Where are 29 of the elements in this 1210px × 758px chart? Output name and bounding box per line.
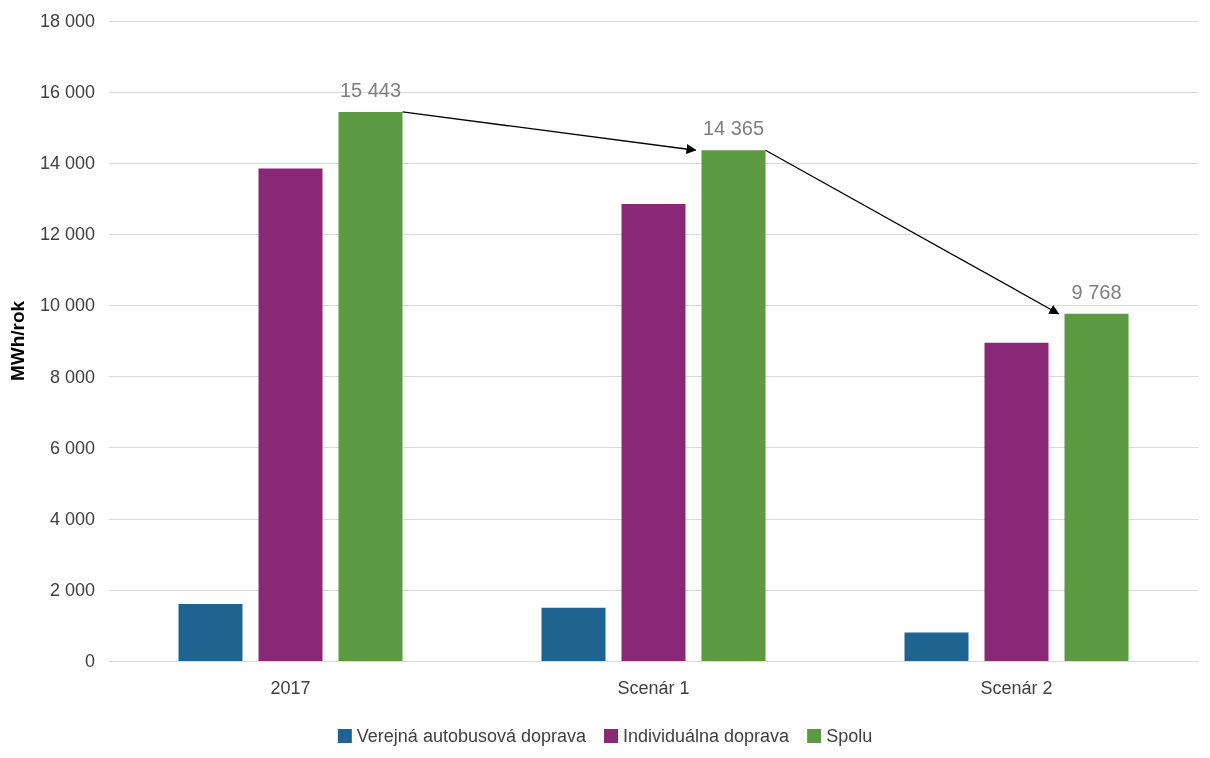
y-tick-label: 10 000 bbox=[39, 295, 95, 316]
data-label: 15 443 bbox=[339, 78, 402, 101]
y-tick-label: 2 000 bbox=[49, 579, 95, 600]
x-tick-label: Scenár 2 bbox=[980, 678, 1053, 698]
data-label: 14 365 bbox=[702, 117, 765, 140]
x-tick-label: Scenár 1 bbox=[617, 678, 690, 698]
bar bbox=[984, 342, 1049, 661]
bar bbox=[541, 607, 606, 661]
legend-label: Spolu bbox=[826, 726, 873, 746]
bar bbox=[1064, 313, 1129, 661]
legend-label: Verejná autobusová doprava bbox=[356, 726, 587, 746]
y-tick-label: 14 000 bbox=[39, 153, 95, 174]
y-tick-label: 8 000 bbox=[49, 366, 95, 387]
y-tick-label: 4 000 bbox=[49, 508, 95, 529]
y-tick-label: 0 bbox=[84, 651, 95, 671]
bar bbox=[701, 150, 766, 661]
x-tick-label: 2017 bbox=[270, 678, 311, 698]
bar bbox=[258, 168, 323, 661]
legend-label: Individuálna doprava bbox=[623, 726, 791, 746]
y-axis-title: MWh/rok bbox=[7, 300, 28, 382]
y-tick-label: 16 000 bbox=[39, 82, 95, 103]
bar bbox=[621, 204, 686, 661]
y-tick-label: 12 000 bbox=[39, 224, 95, 245]
data-label: 9 768 bbox=[1071, 280, 1122, 303]
y-tick-label: 6 000 bbox=[49, 437, 95, 458]
bar bbox=[338, 111, 403, 661]
bar bbox=[178, 604, 243, 661]
y-tick-label: 18 000 bbox=[39, 11, 95, 31]
bar bbox=[904, 632, 969, 661]
